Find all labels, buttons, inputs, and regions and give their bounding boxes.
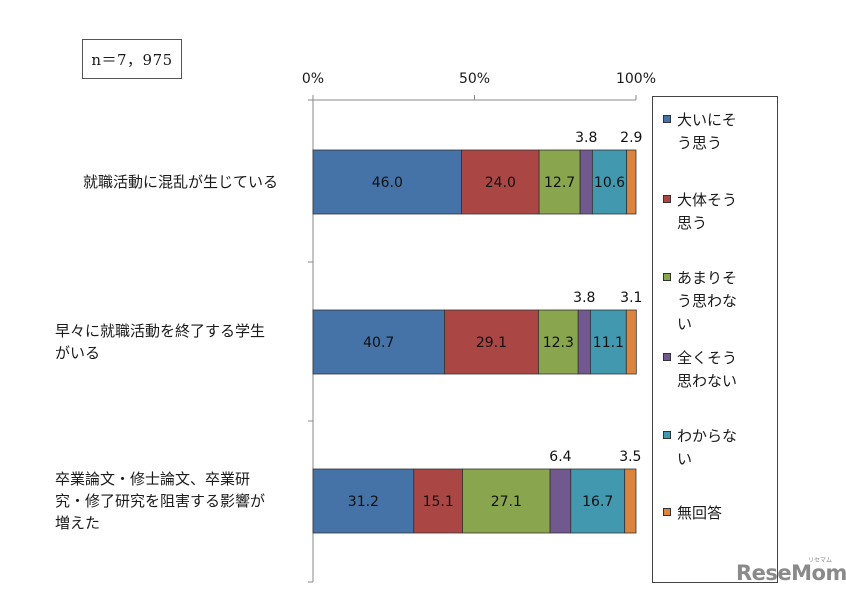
- bar-data-label-outside: 3.5: [619, 449, 641, 465]
- bar-data-label-outside: 3.8: [573, 290, 595, 306]
- category-label-line: がいる: [55, 344, 101, 362]
- bar-segment: [579, 149, 593, 215]
- bar-data-label: 29.1: [476, 335, 507, 351]
- legend-label: 大体そう 思う: [677, 189, 773, 235]
- category-label: 早々に就職活動を終了する学生 がいる: [55, 320, 305, 364]
- legend-swatch: [663, 431, 671, 439]
- category-label: 卒業論文・修士論文、卒業研 究・修了研究を阻害する影響が 増えた: [55, 468, 305, 534]
- legend-label-line: 思わない: [677, 372, 738, 390]
- bar-segment: [413, 468, 463, 534]
- bar-data-label: 11.1: [593, 335, 624, 351]
- bar-segment: [538, 149, 581, 215]
- bar-segment: [624, 468, 637, 534]
- legend-swatch: [663, 353, 671, 361]
- bar-segment: [312, 149, 462, 215]
- legend-label-line: 全くそう: [677, 349, 738, 367]
- legend-label-line: い: [677, 315, 693, 333]
- legend-label: 全くそう 思わない: [677, 347, 773, 393]
- category-label-line: 卒業論文・修士論文、卒業研: [55, 470, 251, 488]
- legend-label-line: わからな: [677, 427, 738, 445]
- bar-segment: [625, 309, 637, 375]
- x-tick-label: 50%: [459, 71, 490, 87]
- category-label-line: 増えた: [55, 514, 101, 532]
- bar-segment: [461, 149, 540, 215]
- bar-data-label: 40.7: [363, 335, 394, 351]
- bar-data-label-outside: 3.8: [575, 130, 597, 146]
- bar-segment: [462, 468, 551, 534]
- bar-segment: [590, 309, 627, 375]
- watermark-kana-text: リセマム: [808, 557, 833, 564]
- bar-data-label: 46.0: [372, 175, 403, 191]
- bar-data-label-outside: 3.1: [620, 290, 642, 306]
- legend-label-line: う思わな: [677, 292, 738, 310]
- bar-segment: [591, 149, 628, 215]
- legend-swatch: [663, 508, 671, 516]
- bar-data-label: 15.1: [423, 494, 454, 510]
- legend-swatch: [663, 195, 671, 203]
- x-tick-label: 100%: [616, 71, 656, 87]
- bar-segment: [312, 468, 415, 534]
- legend-swatch: [663, 115, 671, 123]
- legend-label-line: い: [677, 450, 693, 468]
- bar-data-label: 12.3: [543, 335, 574, 351]
- bar-segment: [626, 149, 637, 215]
- legend-label: 大いにそ う思う: [677, 109, 773, 155]
- resemom-logo-kana: リセマム: [808, 555, 832, 564]
- bar-data-label: 16.7: [582, 494, 613, 510]
- bar-segment: [577, 309, 591, 375]
- bar-segment: [312, 309, 445, 375]
- category-label-line: 究・修了研究を阻害する影響が: [55, 492, 266, 510]
- x-tick-label: 0%: [302, 71, 324, 87]
- watermark-text: ReseMom: [736, 561, 846, 585]
- chart-legend: 大いにそ う思う 大体そう 思う あまりそ う思わない全くそう 思わない わからない無回答: [652, 96, 778, 583]
- bar-segment: [549, 468, 572, 534]
- bar-segment: [538, 309, 579, 375]
- category-label-line: 早々に就職活動を終了する学生: [55, 322, 266, 340]
- legend-label: あまりそ う思わない: [677, 267, 773, 336]
- bar-data-label: 31.2: [348, 494, 379, 510]
- legend-label-line: 大いにそ: [677, 111, 737, 129]
- legend-label-line: あまりそ: [677, 269, 738, 287]
- legend-label-line: 大体そう: [677, 191, 738, 209]
- legend-label-line: 思う: [677, 214, 708, 232]
- bar-segment: [570, 468, 626, 534]
- bar-data-label: 27.1: [491, 494, 522, 510]
- bar-data-label: 24.0: [485, 175, 516, 191]
- sample-size-label: n＝7，975: [91, 50, 173, 69]
- bar-data-label: 12.7: [544, 175, 575, 191]
- bar-data-label: 10.6: [594, 175, 625, 191]
- sample-size-box: n＝7，975: [82, 39, 182, 79]
- bar-data-label-outside: 2.9: [620, 130, 642, 146]
- legend-label-line: 無回答: [677, 504, 723, 522]
- legend-label-line: う思う: [677, 134, 723, 152]
- category-label: 就職活動に混乱が生じている: [83, 171, 333, 193]
- category-label-line: 就職活動に混乱が生じている: [83, 173, 279, 191]
- bar-segment: [444, 309, 539, 375]
- bar-data-label-outside: 6.4: [549, 449, 571, 465]
- legend-swatch: [663, 273, 671, 281]
- legend-label: わからない: [677, 425, 773, 471]
- legend-label: 無回答: [677, 502, 773, 525]
- resemom-logo: ReseMom: [736, 561, 846, 585]
